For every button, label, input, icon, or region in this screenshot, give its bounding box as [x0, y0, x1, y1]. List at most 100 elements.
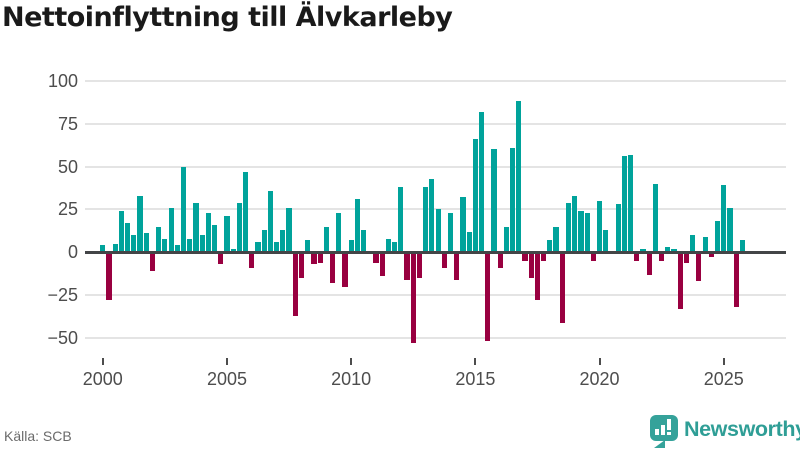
chart-title: Nettoinflyttning till Älvkarleby: [2, 2, 453, 33]
bar-negative: [416, 252, 423, 278]
bar-positive: [174, 245, 180, 253]
bar-negative: [249, 252, 255, 268]
newsworthy-chart-pin-icon: [650, 415, 678, 448]
bar-positive: [261, 230, 267, 253]
bar-positive: [137, 195, 143, 253]
bar-negative: [677, 252, 683, 309]
bar-negative: [590, 252, 596, 261]
bar-negative: [454, 252, 460, 280]
x-tick-label: 2020: [579, 369, 620, 389]
bar-negative: [292, 252, 298, 316]
bar-negative: [733, 252, 739, 308]
bar-positive: [392, 242, 398, 253]
y-tick-label: 75: [57, 113, 78, 134]
bar-negative: [634, 252, 640, 261]
bar-positive: [671, 248, 677, 253]
y-tick-label: 0: [67, 242, 78, 263]
x-tick-label: 2015: [455, 369, 496, 389]
bar-positive: [336, 212, 342, 253]
bar-positive: [627, 154, 634, 253]
bar-positive: [553, 226, 559, 253]
bar-positive: [100, 245, 106, 253]
bar-negative: [404, 252, 410, 280]
bar-positive: [565, 202, 572, 253]
bar-positive: [348, 240, 354, 253]
x-tick: [474, 358, 477, 365]
bar-positive: [205, 212, 211, 253]
newsworthy-logo[interactable]: Newsworthy: [648, 413, 800, 448]
bar-positive: [714, 221, 721, 253]
bar-positive: [199, 235, 205, 253]
bar-positive: [162, 238, 168, 253]
x-tick: [225, 358, 228, 365]
bar-positive: [615, 204, 621, 253]
x-tick: [101, 358, 104, 365]
x-tick-label: 2025: [703, 369, 744, 389]
x-tick-label: 2000: [82, 369, 123, 389]
x-tick: [350, 358, 353, 365]
bar-negative: [497, 252, 503, 268]
bar-positive: [423, 187, 429, 253]
bar-positive: [640, 248, 646, 253]
grid-line: [85, 165, 786, 168]
y-tick-label: 100: [47, 70, 78, 91]
bar-positive: [435, 209, 441, 253]
source-note: Källa: SCB: [4, 428, 72, 444]
bar-positive: [491, 149, 497, 253]
bar-positive: [187, 238, 193, 253]
bar-positive: [125, 223, 131, 253]
icon-exclamation-dot: [667, 432, 671, 435]
bar-positive: [354, 199, 360, 253]
bar-positive: [478, 111, 485, 253]
x-tick-label: 2010: [331, 369, 372, 389]
bar-positive: [156, 226, 162, 253]
x-tick: [722, 358, 725, 365]
icon-exclamation-stem: [667, 419, 671, 430]
icon-bar-small: [655, 429, 659, 435]
bar-positive: [727, 207, 733, 253]
bar-negative: [659, 252, 665, 261]
y-tick-label: 50: [57, 156, 78, 177]
bar-positive: [118, 211, 125, 253]
bar-positive: [224, 216, 230, 253]
bar-positive: [429, 178, 435, 253]
bar-negative: [379, 252, 385, 277]
brand-name: Newsworthy: [684, 417, 800, 441]
bar-positive: [193, 202, 199, 253]
pin-tail: [654, 440, 665, 448]
bar-negative: [441, 252, 447, 268]
bar-positive: [572, 195, 578, 253]
bar-negative: [485, 252, 491, 342]
bar-positive: [721, 185, 727, 253]
bar-negative: [149, 252, 156, 272]
bar-positive: [596, 200, 603, 253]
bar-positive: [168, 207, 174, 253]
bar-negative: [311, 252, 317, 265]
bar-negative: [646, 252, 652, 275]
bar-negative: [373, 252, 379, 263]
bar-positive: [243, 171, 249, 253]
bar-positive: [305, 240, 311, 253]
bar-negative: [541, 252, 547, 261]
bar-positive: [460, 197, 466, 253]
bar-positive: [690, 235, 696, 253]
bar-negative: [317, 252, 323, 263]
bar-positive: [516, 101, 522, 253]
bar-negative: [218, 252, 224, 265]
bar-positive: [466, 231, 472, 253]
bar-positive: [665, 247, 671, 253]
icon-bar-tall: [661, 425, 665, 435]
zero-line: [85, 250, 786, 254]
bar-positive: [236, 202, 242, 253]
bar-positive: [274, 242, 280, 253]
bar-negative: [410, 252, 416, 344]
bar-negative: [534, 252, 541, 301]
grid-line: [85, 294, 786, 297]
bar-negative: [683, 252, 690, 263]
y-tick-label: 25: [57, 199, 78, 220]
bar-positive: [286, 207, 292, 253]
bar-positive: [230, 248, 236, 253]
bar-positive: [621, 156, 627, 253]
